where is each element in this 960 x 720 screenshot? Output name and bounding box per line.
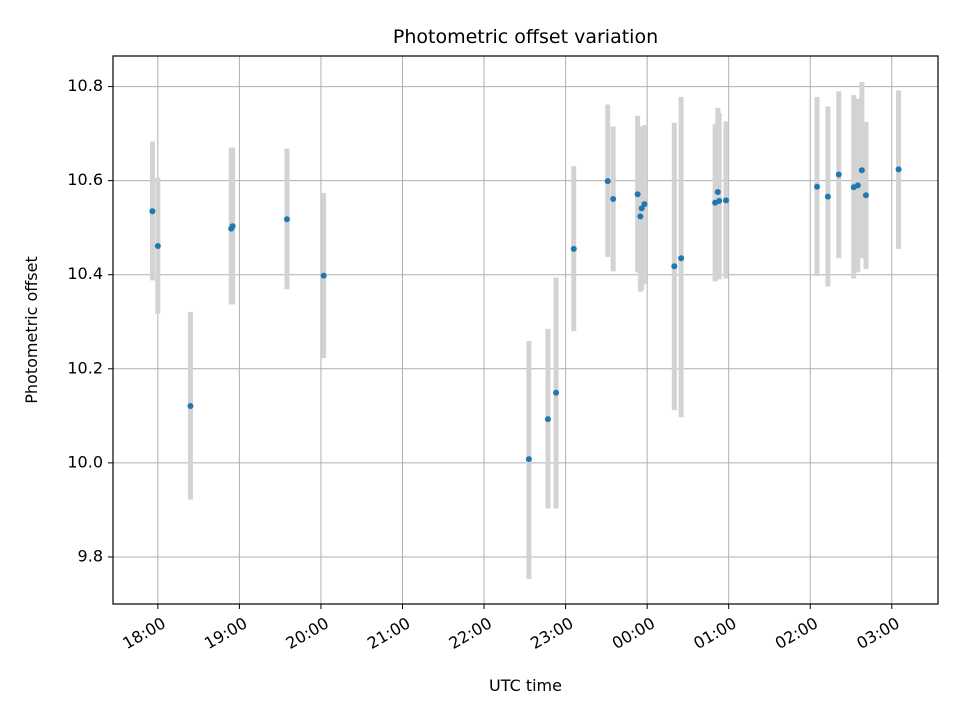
x-tick-label: 01:00	[690, 613, 739, 653]
x-tick-label: 20:00	[283, 613, 332, 653]
y-tick-label: 10.8	[67, 76, 103, 95]
data-point	[716, 197, 723, 204]
data-points	[149, 166, 902, 463]
data-point	[229, 223, 236, 230]
data-point	[835, 171, 842, 178]
x-tick-label: 23:00	[527, 613, 576, 653]
plot-frame	[112, 55, 939, 605]
chart-title: Photometric offset variation	[393, 26, 658, 48]
data-point	[814, 183, 821, 190]
data-point	[858, 167, 865, 174]
data-point	[320, 272, 327, 279]
x-tick-label: 18:00	[119, 613, 168, 653]
x-tick-label: 22:00	[446, 613, 495, 653]
x-tick-label: 21:00	[364, 613, 413, 653]
data-point	[525, 456, 532, 463]
data-point	[553, 389, 560, 396]
y-axis-label: Photometric offset	[22, 256, 41, 404]
y-tick-label: 10.2	[67, 358, 103, 377]
x-tick-label: 03:00	[853, 613, 902, 653]
data-point	[678, 255, 685, 262]
x-axis-ticks: 18:00 19:00 20:00 21:00 22:00 23:00 00:00 01:00…	[119, 604, 903, 653]
data-point	[637, 213, 644, 220]
x-tick-label: 02:00	[772, 613, 821, 653]
data-point	[570, 245, 577, 252]
y-tick-label: 10.4	[67, 264, 103, 283]
grid	[113, 56, 938, 604]
x-axis-label: UTC time	[489, 676, 562, 695]
data-point	[634, 191, 641, 198]
data-point	[149, 208, 156, 215]
data-point	[283, 216, 290, 223]
data-point	[610, 195, 617, 202]
data-point	[722, 197, 729, 204]
y-axis-ticks: 9.8 10.0 10.2 10.4 10.6 10.8	[67, 76, 113, 565]
y-tick-label: 10.0	[67, 452, 103, 471]
data-point	[544, 416, 551, 423]
data-point	[604, 178, 611, 185]
data-point	[187, 402, 194, 409]
data-point	[671, 263, 678, 270]
data-point	[862, 192, 869, 199]
data-point	[641, 201, 648, 208]
y-tick-label: 9.8	[78, 546, 103, 565]
x-tick-label: 00:00	[609, 613, 658, 653]
y-tick-label: 10.6	[67, 170, 103, 189]
x-tick-label: 19:00	[201, 613, 250, 653]
data-point	[854, 182, 861, 189]
data-point	[714, 188, 721, 195]
data-point	[895, 166, 902, 173]
data-point	[154, 243, 161, 250]
data-point	[824, 193, 831, 200]
error-bars	[149, 81, 902, 580]
